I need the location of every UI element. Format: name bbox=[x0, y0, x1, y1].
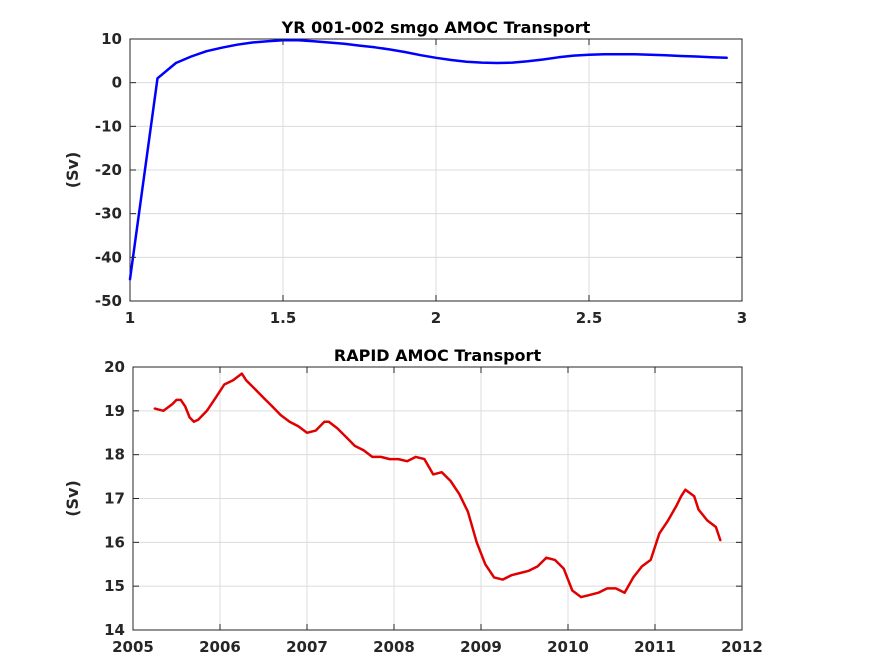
grid bbox=[130, 39, 742, 301]
chart-title: RAPID AMOC Transport bbox=[334, 346, 542, 365]
tick-layer: 2005 2006 2007 2008 2009 2010 2011 2012 14 15 16 17… bbox=[104, 358, 763, 656]
x-tick-label: 1 bbox=[125, 309, 135, 327]
y-tick-label: 16 bbox=[104, 533, 125, 551]
y-tick-label: -10 bbox=[95, 117, 122, 135]
x-tick-label: 2008 bbox=[373, 638, 415, 656]
x-tick-label: 2.5 bbox=[576, 309, 603, 327]
y-axis-label: (Sv) bbox=[63, 480, 82, 517]
series-layer bbox=[128, 39, 728, 281]
x-tick-label: 1.5 bbox=[270, 309, 297, 327]
x-tick-label: 3 bbox=[737, 309, 747, 327]
y-tick-label: 20 bbox=[104, 358, 125, 376]
x-tick-label: 2 bbox=[431, 309, 441, 327]
y-tick-label: 0 bbox=[112, 74, 122, 92]
chart-model-amoc: 1 1.5 2 2.5 3 -50 -40 -30 -20 -10 0 10 YR 001-002 s… bbox=[63, 18, 747, 327]
y-axis-label: (Sv) bbox=[63, 152, 82, 189]
grid bbox=[133, 367, 742, 630]
series-line bbox=[153, 372, 722, 599]
x-tick-label: 2009 bbox=[460, 638, 502, 656]
y-tick-label: 19 bbox=[104, 402, 125, 420]
y-tick-label: -50 bbox=[95, 292, 122, 310]
tick-layer: 1 1.5 2 2.5 3 -50 -40 -30 -20 -10 0 10 bbox=[95, 30, 747, 327]
x-tick-label: 2011 bbox=[634, 638, 676, 656]
y-tick-label: 17 bbox=[104, 490, 125, 508]
series-line bbox=[128, 39, 728, 281]
x-tick-label: 2005 bbox=[112, 638, 154, 656]
chart-title: YR 001-002 smgo AMOC Transport bbox=[281, 18, 591, 37]
y-tick-label: 14 bbox=[104, 621, 125, 639]
x-tick-label: 2010 bbox=[547, 638, 589, 656]
x-tick-label: 2007 bbox=[286, 638, 328, 656]
y-tick-label: -30 bbox=[95, 205, 122, 223]
x-tick-label: 2006 bbox=[199, 638, 241, 656]
series-layer bbox=[153, 372, 722, 599]
chart-rapid-amoc: 2005 2006 2007 2008 2009 2010 2011 2012 14 15 16 17… bbox=[63, 346, 763, 656]
y-tick-label: -40 bbox=[95, 248, 122, 266]
x-tick-label: 2012 bbox=[721, 638, 763, 656]
y-tick-label: 18 bbox=[104, 446, 125, 464]
y-tick-label: 15 bbox=[104, 577, 125, 595]
y-tick-label: -20 bbox=[95, 161, 122, 179]
y-tick-label: 10 bbox=[101, 30, 122, 48]
